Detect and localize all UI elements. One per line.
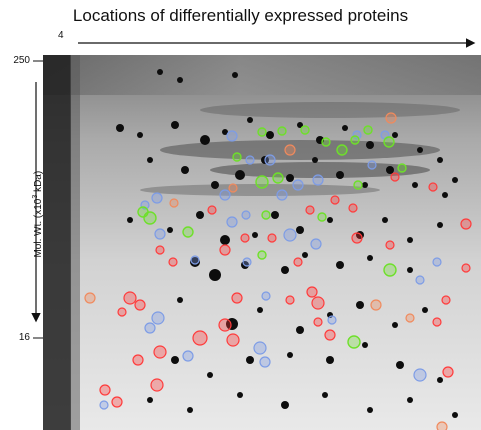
outlines-red <box>99 172 472 408</box>
figure-title: Locations of differentially expressed pr… <box>72 6 409 25</box>
outlines-blue <box>99 130 442 410</box>
mw-tick-16: 16 <box>18 332 30 343</box>
protein-spots <box>116 69 458 418</box>
outlines-green <box>137 125 407 349</box>
outlines-orange <box>84 112 448 430</box>
gel-image <box>43 55 481 430</box>
pi-start-label: 4 <box>58 30 64 41</box>
mw-tick-250: 250 <box>13 55 30 66</box>
